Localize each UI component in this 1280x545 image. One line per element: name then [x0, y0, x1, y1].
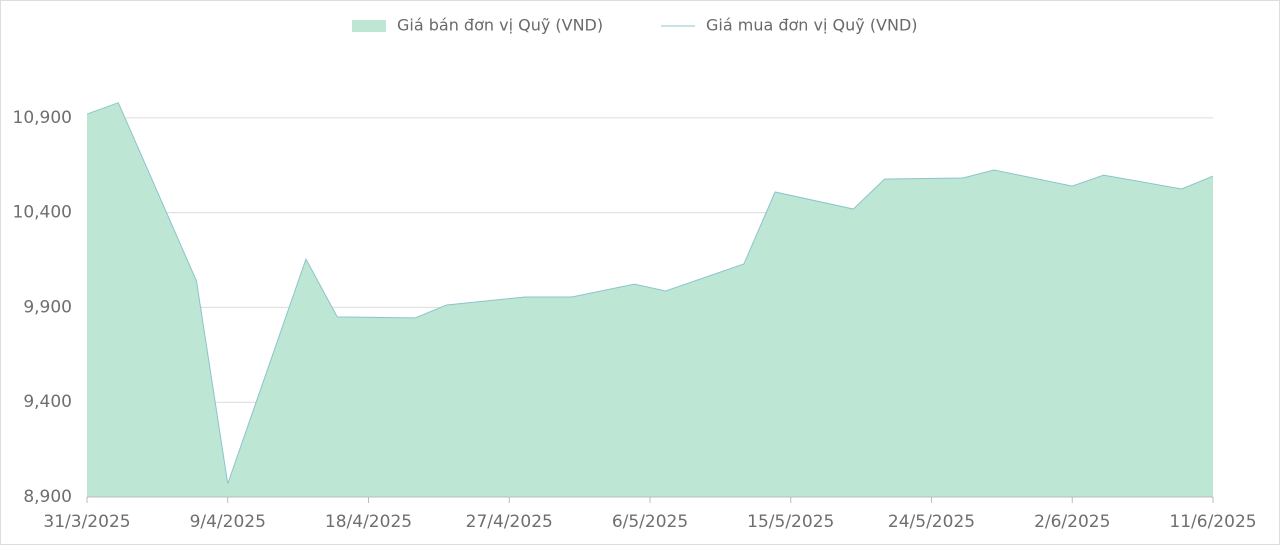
x-tick-label: 18/4/2025 — [325, 512, 412, 532]
x-tick-label: 9/4/2025 — [190, 512, 266, 532]
y-tick-label: 9,900 — [23, 297, 72, 317]
x-tick-label: 2/6/2025 — [1034, 512, 1110, 532]
x-tick-label: 31/3/2025 — [43, 512, 130, 532]
y-tick-label: 10,400 — [13, 203, 72, 223]
legend-swatch — [352, 20, 386, 32]
legend-label: Giá bán đơn vị Quỹ (VND) — [397, 16, 603, 35]
legend-label: Giá mua đơn vị Quỹ (VND) — [706, 16, 918, 35]
area — [87, 102, 1213, 497]
x-tick-label: 6/5/2025 — [612, 512, 688, 532]
x-tick-label: 24/5/2025 — [888, 512, 975, 532]
y-tick-label: 10,900 — [13, 108, 72, 128]
x-tick-label: 27/4/2025 — [466, 512, 553, 532]
y-tick-label: 9,400 — [23, 392, 72, 412]
x-tick-label: 15/5/2025 — [747, 512, 834, 532]
line — [86, 102, 1214, 484]
y-tick-label: 8,900 — [23, 487, 72, 507]
x-tick-label: 11/6/2025 — [1169, 512, 1256, 532]
